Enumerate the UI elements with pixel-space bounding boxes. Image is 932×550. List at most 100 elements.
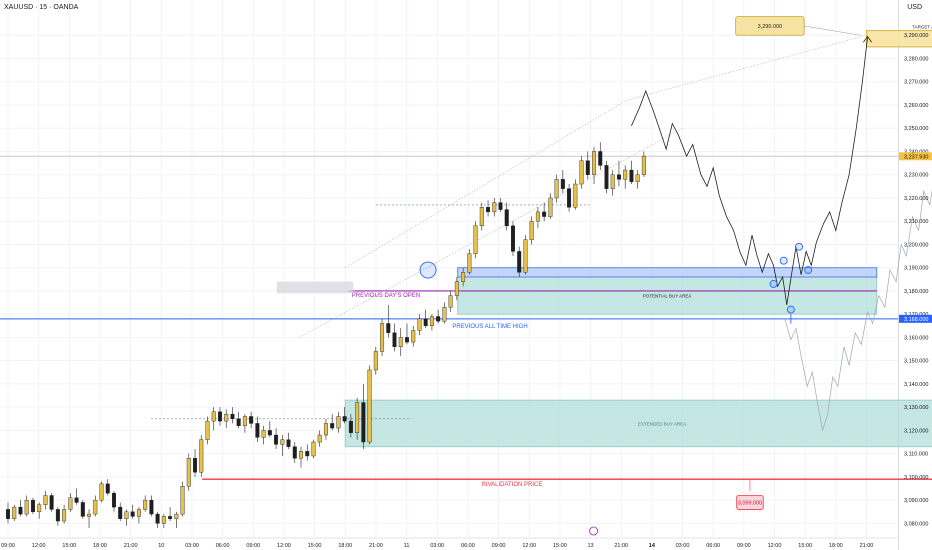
candle-body [616, 174, 621, 180]
candle-body [486, 207, 491, 213]
candle-body [230, 413, 235, 419]
candle-body [93, 499, 98, 515]
y-tick-label: 3,090.000 [904, 498, 928, 504]
y-tick-label: 3,150.000 [904, 359, 928, 365]
candle-body [554, 179, 559, 199]
candle-body [180, 485, 185, 515]
entry-marker-icon [804, 266, 813, 274]
currency-label[interactable]: USD [907, 4, 922, 11]
x-tick-label: 09:00 [737, 543, 751, 549]
candle-body [342, 416, 347, 422]
projection-path-alt [784, 189, 932, 431]
target-arrow-icon [863, 35, 872, 43]
y-tick-label: 3,120.000 [904, 428, 928, 434]
candle-body [242, 416, 247, 426]
x-tick-label: 18:00 [829, 543, 843, 549]
target-price-box [735, 16, 805, 36]
candle-body [492, 202, 497, 213]
x-tick-label: 12:00 [32, 543, 46, 549]
candle-body [417, 318, 422, 331]
entry-marker-icon [786, 305, 795, 314]
x-tick-label: 21:00 [124, 543, 138, 549]
candle-body [386, 323, 391, 333]
y-tick-label: 3,220.000 [904, 196, 928, 202]
candle-body [361, 402, 366, 443]
candle-body [498, 202, 503, 210]
candle-body [261, 430, 266, 438]
channel-lower-line [299, 127, 683, 338]
candle-body [336, 416, 341, 429]
x-tick-label: 15:00 [308, 543, 322, 549]
candle-body [186, 458, 191, 487]
candle-body [461, 272, 466, 282]
candle-body [267, 430, 272, 436]
y-tick-label: 3,230.000 [904, 173, 928, 179]
candle-body [355, 402, 360, 433]
candle-body [567, 188, 572, 208]
x-tick-label: 12:00 [277, 543, 291, 549]
candle-body [585, 160, 590, 175]
x-tick-label: 15:00 [62, 543, 76, 549]
buy-area-upper-zone [457, 267, 878, 278]
candle-body [635, 174, 640, 182]
candle-body [411, 330, 416, 343]
y-tick-label: 3,100.000 [904, 475, 928, 481]
candle-body [24, 499, 29, 515]
x-tick-label: 06:00 [461, 543, 475, 549]
candle-body [292, 446, 297, 459]
candle-body [224, 413, 229, 422]
y-tick-label: 3,260.000 [904, 103, 928, 109]
candle-body [199, 439, 204, 473]
candle-body [111, 492, 116, 508]
x-tick-label: 09:00 [492, 543, 506, 549]
candle-body [467, 253, 472, 273]
candle-body [168, 516, 173, 519]
candle-body [398, 337, 403, 347]
candle-body [18, 506, 23, 515]
previous-open-marker [276, 281, 354, 294]
x-tick-label: 18:00 [338, 543, 352, 549]
candle-body [623, 169, 628, 180]
invalidation-price-box [736, 495, 764, 510]
potential-buy-area-zone [457, 276, 878, 315]
x-tick-label: 10 [158, 543, 164, 549]
candle-body [448, 295, 453, 308]
candle-body [149, 499, 154, 515]
candle-body [299, 451, 303, 459]
x-tick-label: 15:00 [798, 543, 812, 549]
y-tick-label: 3,140.000 [904, 382, 928, 388]
target-price-label: 3,290.000 [758, 24, 782, 30]
channel-upper-line [345, 100, 627, 268]
candle-body [118, 506, 123, 519]
candle-body [211, 411, 216, 422]
candle-body [610, 174, 615, 189]
target-area-zone [865, 30, 932, 48]
y-tick-label: 3,110.000 [904, 452, 928, 458]
candle-body [130, 511, 135, 517]
candle-body [30, 499, 35, 512]
x-tick-label: 09:00 [1, 543, 15, 549]
candle-body [161, 516, 166, 524]
candle-body [43, 495, 48, 505]
candle-body [37, 504, 42, 512]
y-tick-label: 3,290.000 [904, 33, 928, 39]
candle-body [348, 420, 353, 433]
candle-body [392, 332, 397, 347]
candle-body [155, 513, 160, 524]
y-tick-label: 3,180.000 [904, 289, 928, 295]
candle-body [105, 483, 110, 494]
candle-body [274, 434, 279, 445]
y-tick-label: 3,080.000 [904, 521, 928, 527]
extended-buy-area-zone [344, 399, 932, 448]
candle-body [373, 351, 378, 371]
entry-marker-icon [419, 261, 437, 279]
previous-all-time-high-label: PREVIOUS ALL TIME HIGH [452, 324, 527, 330]
x-tick-label: 15:00 [553, 543, 567, 549]
candle-body [473, 225, 478, 254]
candle-body [249, 416, 254, 424]
y-tick-label: 3,280.000 [904, 56, 928, 62]
event-marker-icon [589, 526, 599, 536]
candle-body [523, 239, 528, 273]
candle-body [99, 483, 104, 501]
